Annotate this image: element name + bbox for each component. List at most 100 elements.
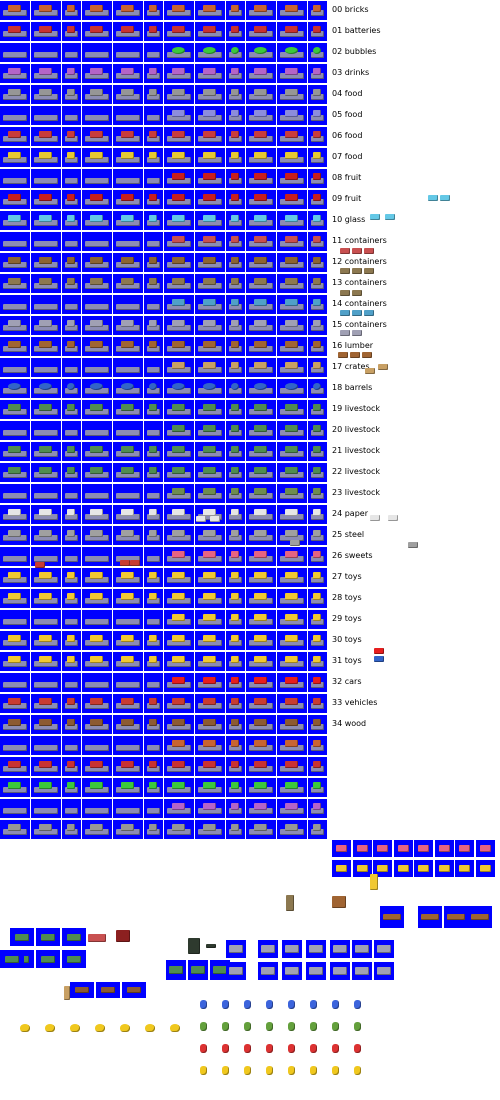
cargo-tile (308, 505, 327, 524)
cargo-label: 12 containers (332, 257, 387, 266)
cargo-sprite (285, 152, 298, 159)
cargo-sprite (172, 719, 185, 726)
cargo-tile (0, 673, 30, 692)
cargo-tile (113, 820, 143, 839)
cargo-sprite (285, 803, 298, 810)
cargo-tile (62, 274, 81, 293)
barrel-sprite (200, 1022, 207, 1031)
deck-sprite (34, 178, 58, 184)
cargo-tile (195, 64, 225, 83)
deck-sprite (198, 808, 222, 814)
cargo-sprite (203, 656, 216, 663)
deck-sprite (229, 493, 242, 499)
cargo-sprite (8, 278, 21, 285)
cargo-tile (164, 379, 194, 398)
cargo-sprite (313, 719, 321, 726)
cargo-sprite (8, 761, 21, 768)
cargo-tile (0, 631, 30, 650)
deck-sprite (65, 451, 78, 457)
cargo-sprite (67, 530, 75, 537)
cargo-tile (144, 127, 163, 146)
cargo-sprite (203, 551, 216, 558)
deck-sprite (280, 136, 304, 142)
deck-sprite (34, 52, 58, 58)
cargo-sprite (254, 782, 267, 789)
cargo-sprite (121, 215, 134, 222)
deck-sprite (198, 178, 222, 184)
cargo-tile (144, 316, 163, 335)
deck-sprite (147, 199, 160, 205)
barrel-sprite (310, 1066, 317, 1075)
cargo-tile (308, 85, 327, 104)
barrel-sprite (288, 1066, 295, 1075)
deck-sprite (280, 766, 304, 772)
deck-sprite (167, 808, 191, 814)
cargo-tile (31, 379, 61, 398)
deck-sprite (229, 556, 242, 562)
cargo-tile (113, 295, 143, 314)
cargo-tile (113, 673, 143, 692)
cargo-tile (195, 211, 225, 230)
cargo-sprite (203, 530, 216, 537)
deck-sprite (198, 199, 222, 205)
deck-sprite (34, 640, 58, 646)
cargo-sprite (203, 824, 216, 831)
deck-sprite (198, 829, 222, 835)
cargo-sprite (203, 677, 216, 684)
cargo-tile (0, 442, 30, 461)
cargo-tile (246, 85, 276, 104)
cargo-tile (144, 337, 163, 356)
cargo-tile (82, 589, 112, 608)
deck-sprite (167, 451, 191, 457)
cargo-tile (144, 421, 163, 440)
cargo-sprite (121, 320, 134, 327)
cargo-tile (0, 778, 30, 797)
cargo-sprite (39, 257, 52, 264)
cargo-sprite (172, 803, 185, 810)
deck-sprite (147, 430, 160, 436)
cargo-tile (113, 274, 143, 293)
cargo-sprite (41, 934, 55, 941)
cargo-tile (144, 106, 163, 125)
cargo-tile (113, 337, 143, 356)
cargo-tile (164, 610, 194, 629)
cargo-sprite (90, 5, 103, 12)
deck-sprite (249, 556, 273, 562)
cargo-tile (82, 799, 112, 818)
deck-sprite (198, 409, 222, 415)
cargo-tile (195, 274, 225, 293)
cargo-sprite (213, 966, 227, 974)
cargo-sprite (67, 131, 75, 138)
cargo-sprite (285, 47, 298, 54)
cargo-tile (277, 43, 307, 62)
cargo-sprite (340, 290, 350, 296)
cargo-sprite (231, 698, 239, 705)
cargo-sprite (67, 26, 75, 33)
cargo-tile (82, 358, 112, 377)
cargo-tile (226, 127, 245, 146)
cargo-tile (277, 64, 307, 83)
deck-sprite (65, 304, 78, 310)
cargo-sprite (309, 967, 323, 975)
cargo-sprite (254, 47, 267, 54)
deck-sprite (249, 115, 273, 121)
cargo-tile (195, 568, 225, 587)
deck-sprite (34, 367, 58, 373)
deck-sprite (167, 262, 191, 268)
cargo-sprite (67, 467, 75, 474)
deck-sprite (167, 409, 191, 415)
cargo-tile (308, 547, 327, 566)
cargo-tile (62, 505, 81, 524)
deck-sprite (167, 724, 191, 730)
deck-sprite (229, 199, 242, 205)
deck-sprite (147, 94, 160, 100)
cargo-tile (62, 484, 81, 503)
cargo-sprite (313, 803, 321, 810)
cargo-sprite (313, 89, 321, 96)
deck-sprite (147, 73, 160, 79)
cargo-sprite (90, 782, 103, 789)
cargo-sprite (203, 383, 216, 390)
cargo-tile (164, 232, 194, 251)
cargo-tile (164, 211, 194, 230)
deck-sprite (249, 178, 273, 184)
